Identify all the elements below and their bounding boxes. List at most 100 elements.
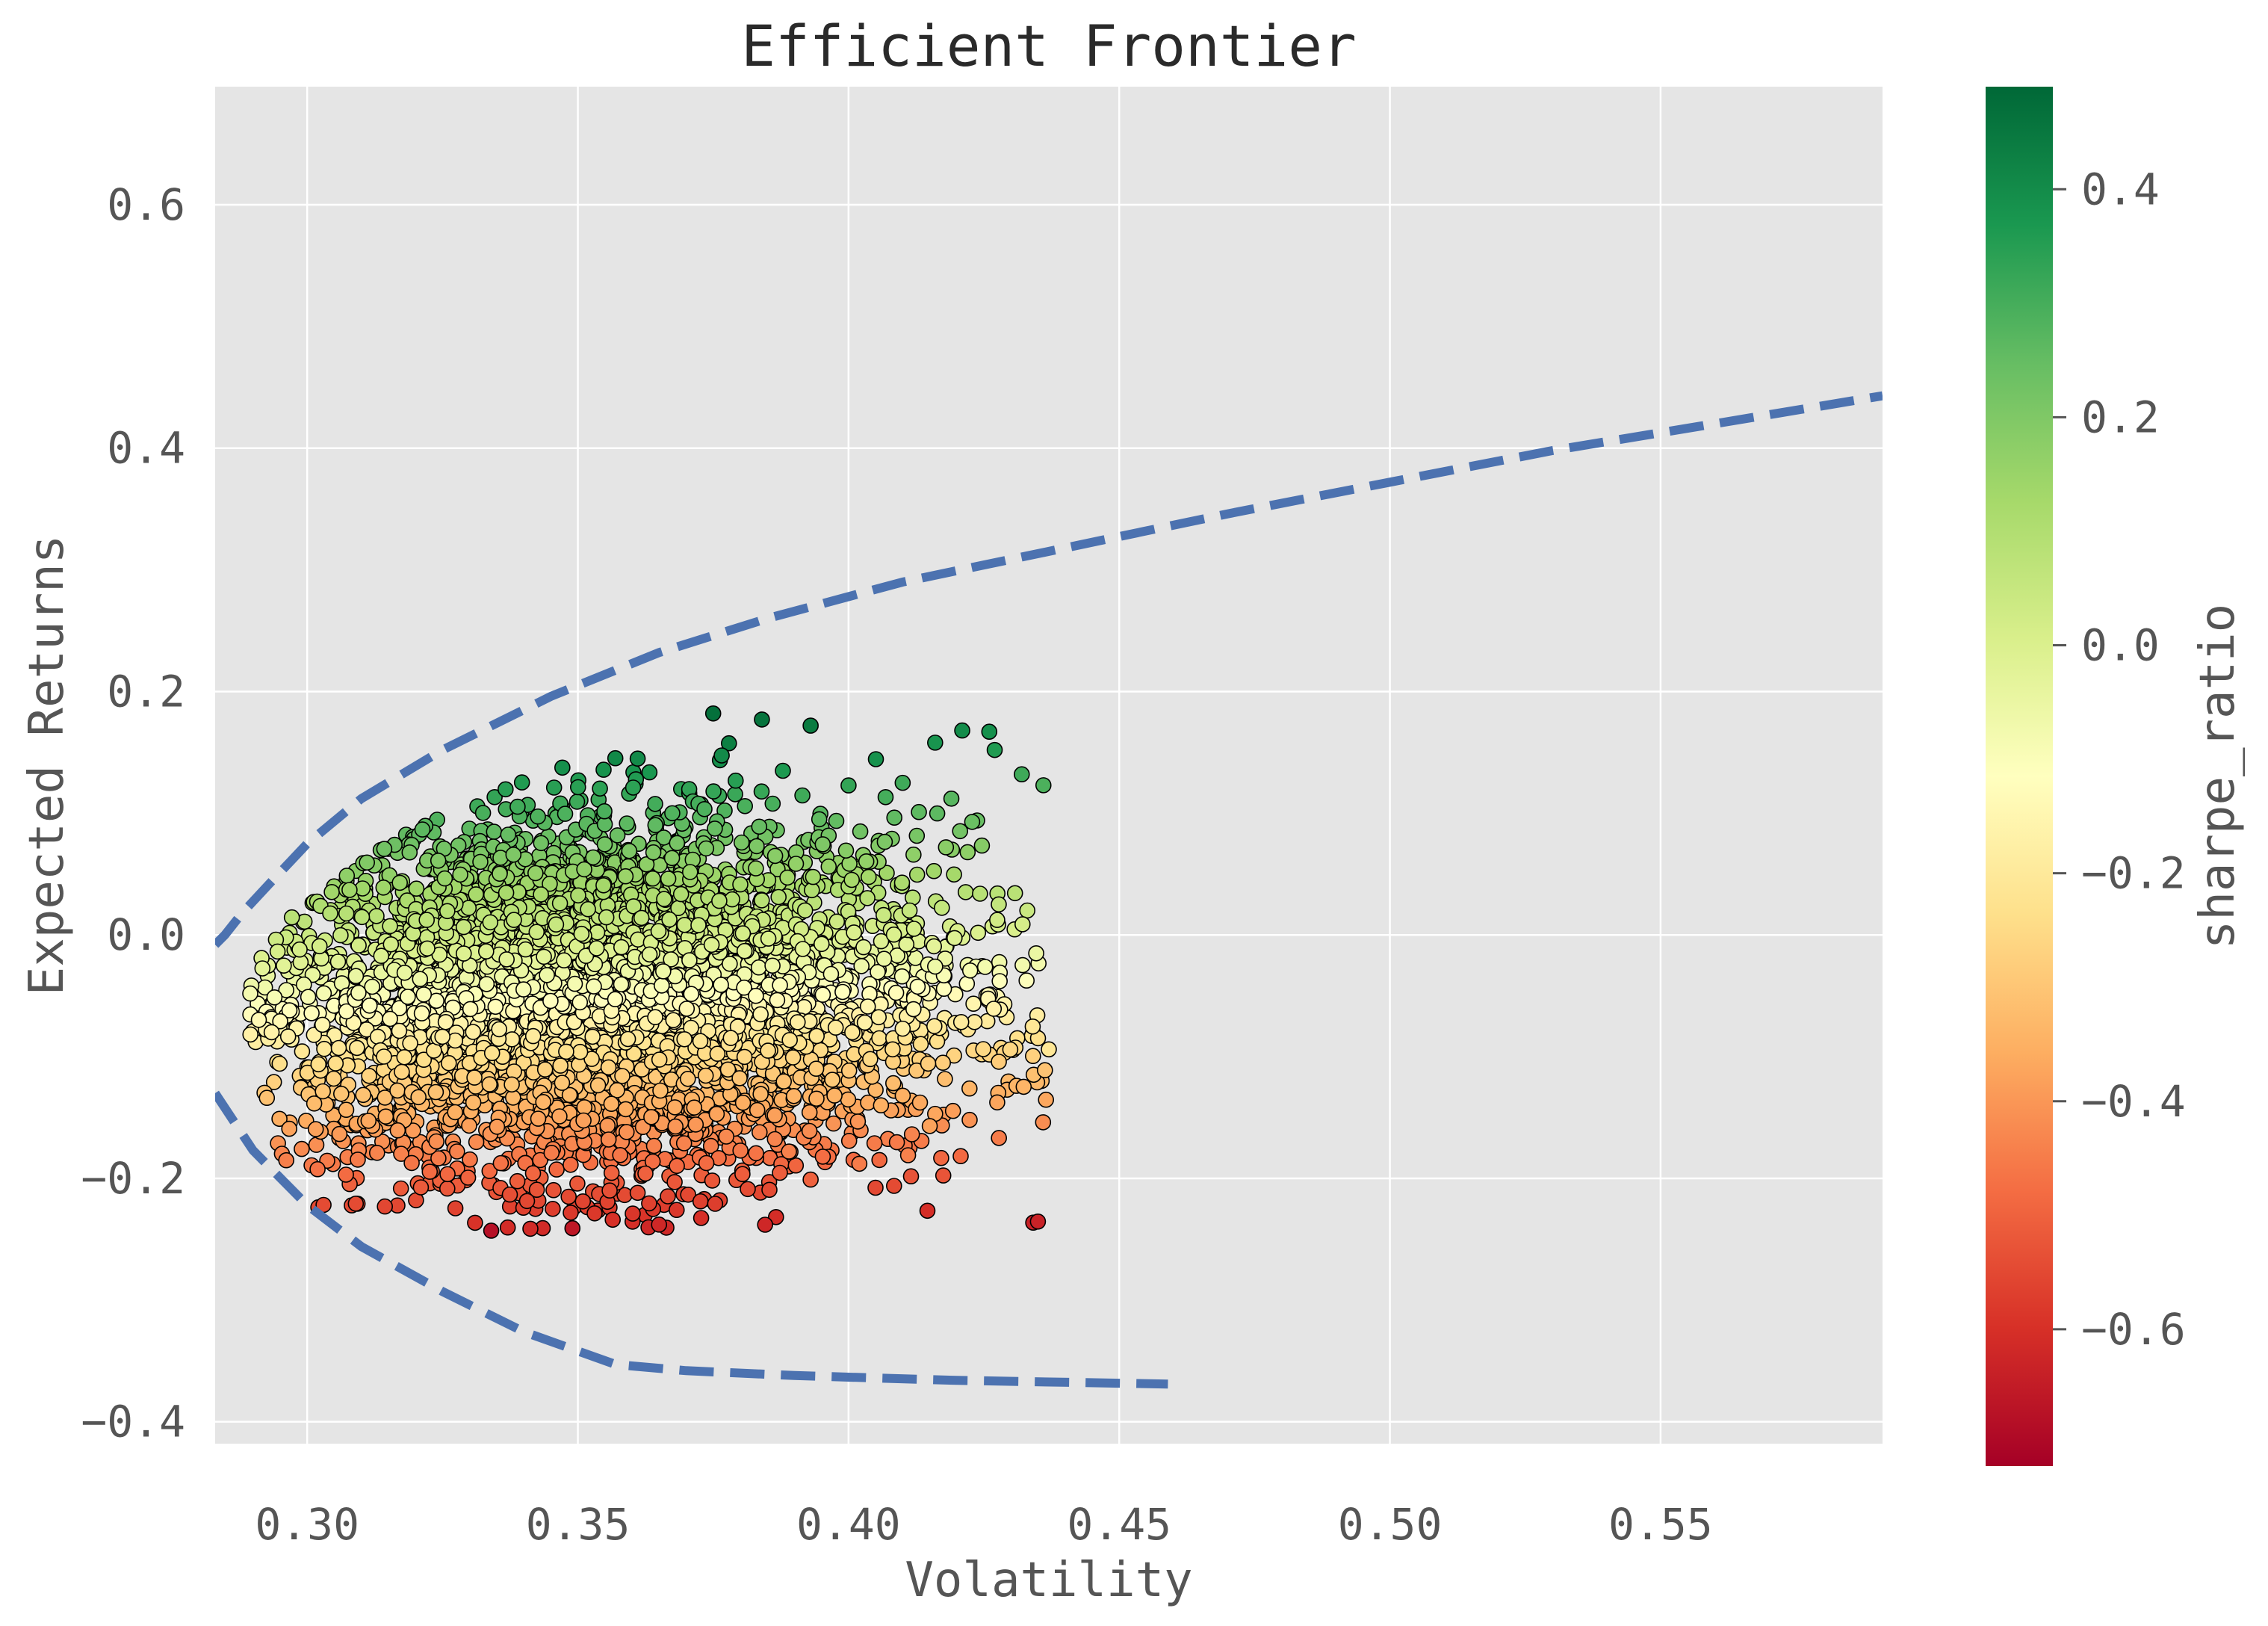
portfolio-point [867, 751, 884, 767]
portfolio-point [958, 975, 976, 992]
portfolio-point [666, 1174, 683, 1190]
portfolio-point [364, 978, 381, 995]
portfolio-point [645, 1137, 663, 1154]
portfolio-point [331, 1125, 348, 1143]
portfolio-point [885, 1075, 902, 1092]
portfolio-point [554, 1075, 571, 1091]
portfolio-point [934, 900, 950, 916]
portfolio-point [439, 1166, 456, 1183]
portfolio-point [707, 820, 723, 837]
portfolio-point [552, 1057, 569, 1074]
portfolio-point [736, 1048, 753, 1066]
portfolio-point [439, 1180, 456, 1197]
portfolio-point [876, 833, 893, 850]
portfolio-point [703, 936, 720, 953]
portfolio-point [625, 1205, 641, 1222]
portfolio-point [543, 1145, 560, 1161]
portfolio-point [434, 1028, 451, 1045]
portfolio-point [935, 1054, 951, 1071]
portfolio-point [667, 1118, 684, 1135]
portfolio-point [505, 847, 522, 863]
portfolio-point [612, 1147, 629, 1163]
portfolio-point [991, 973, 1008, 989]
portfolio-point [595, 761, 612, 778]
portfolio-point [556, 952, 572, 968]
portfolio-point [888, 1134, 905, 1151]
portfolio-point [375, 880, 392, 896]
portfolio-point [866, 1135, 883, 1152]
portfolio-point [350, 984, 367, 1001]
portfolio-point [669, 835, 686, 852]
portfolio-point [509, 798, 526, 815]
portfolio-point [309, 1160, 326, 1178]
portfolio-point [530, 1110, 547, 1127]
portfolio-point [853, 958, 870, 974]
portfolio-point [353, 909, 371, 926]
portfolio-point [647, 1009, 663, 1025]
portfolio-point [750, 959, 767, 976]
portfolio-point [740, 1181, 756, 1198]
portfolio-point [403, 1154, 420, 1172]
portfolio-point [524, 1027, 542, 1045]
portfolio-point [332, 927, 349, 944]
portfolio-point [669, 1157, 685, 1175]
portfolio-point [601, 1182, 618, 1199]
portfolio-point [929, 1033, 946, 1050]
portfolio-point [607, 991, 624, 1007]
portfolio-point [749, 838, 765, 855]
portfolio-point [722, 956, 738, 972]
portfolio-point [586, 978, 602, 995]
portfolio-point [263, 1024, 280, 1041]
portfolio-point [242, 985, 258, 1002]
portfolio-point [734, 1166, 751, 1182]
portfolio-point [428, 1133, 445, 1150]
portfolio-point [568, 794, 586, 810]
portfolio-point [855, 939, 872, 956]
portfolio-point [465, 1094, 482, 1111]
portfolio-point [690, 917, 707, 933]
portfolio-point [822, 965, 840, 983]
portfolio-point [369, 1028, 386, 1045]
portfolio-point [827, 1019, 844, 1036]
portfolio-point [652, 1082, 669, 1099]
portfolio-point [814, 986, 831, 1003]
portfolio-point [491, 1021, 508, 1038]
portfolio-point [323, 884, 340, 900]
portfolio-point [604, 1211, 622, 1228]
portfolio-point [504, 1031, 521, 1048]
portfolio-point [349, 1039, 365, 1057]
portfolio-point [876, 906, 892, 924]
portfolio-point [1018, 972, 1035, 989]
portfolio-point [592, 780, 608, 797]
portfolio-point [517, 941, 534, 958]
portfolio-point [481, 1076, 498, 1092]
portfolio-point [242, 1026, 259, 1043]
portfolio-point [843, 871, 860, 888]
portfolio-point [621, 843, 638, 859]
portfolio-point [600, 1059, 617, 1076]
portfolio-point [474, 805, 492, 821]
portfolio-point [439, 903, 456, 920]
portfolio-point [733, 834, 750, 851]
portfolio-point [391, 874, 409, 891]
portfolio-point [772, 977, 788, 994]
portfolio-point [533, 886, 549, 903]
portfolio-point [524, 1165, 542, 1181]
portfolio-point [973, 837, 991, 854]
portfolio-point [545, 779, 563, 796]
portfolio-point [1024, 1018, 1041, 1035]
portfolio-point [901, 902, 918, 919]
portfolio-point [804, 882, 820, 899]
portfolio-point [548, 916, 565, 933]
portfolio-point [707, 1196, 724, 1212]
portfolio-point [563, 1205, 579, 1221]
portfolio-point [697, 1067, 714, 1084]
portfolio-point [752, 1086, 769, 1102]
grid-lines [215, 87, 1883, 1444]
portfolio-point [315, 985, 332, 1002]
portfolio-point [686, 1099, 703, 1116]
portfolio-point [368, 1145, 385, 1161]
portfolio-point [629, 1184, 646, 1202]
portfolio-point [656, 891, 672, 907]
portfolio-point [575, 1112, 592, 1129]
